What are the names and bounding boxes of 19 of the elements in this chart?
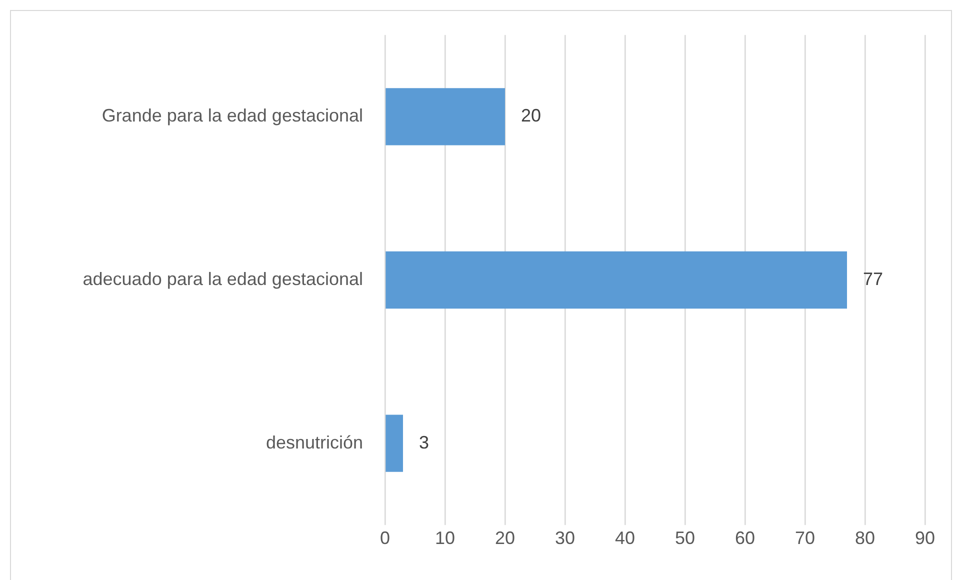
bar	[386, 414, 403, 472]
x-tick-label: 70	[794, 528, 816, 548]
y-tick-label: Grande para la edad gestacional	[102, 106, 363, 126]
x-tick-label: 80	[854, 528, 876, 548]
x-tick-label: 30	[554, 528, 576, 548]
x-tick-label: 90	[914, 528, 936, 548]
data-label: 3	[419, 432, 430, 452]
x-tick-label: 60	[734, 528, 756, 548]
x-tick-label: 10	[434, 528, 456, 548]
y-tick-label: adecuado para la edad gestacional	[82, 268, 363, 289]
x-tick-label: 0	[380, 528, 390, 548]
data-label: 77	[863, 268, 884, 289]
y-tick-label: desnutrición	[266, 432, 363, 452]
x-tick-label: 20	[494, 528, 516, 548]
x-tick-label: 40	[614, 528, 636, 548]
x-tick-label: 50	[674, 528, 696, 548]
data-label: 20	[521, 106, 542, 126]
bar	[386, 88, 505, 146]
bar	[386, 251, 847, 309]
